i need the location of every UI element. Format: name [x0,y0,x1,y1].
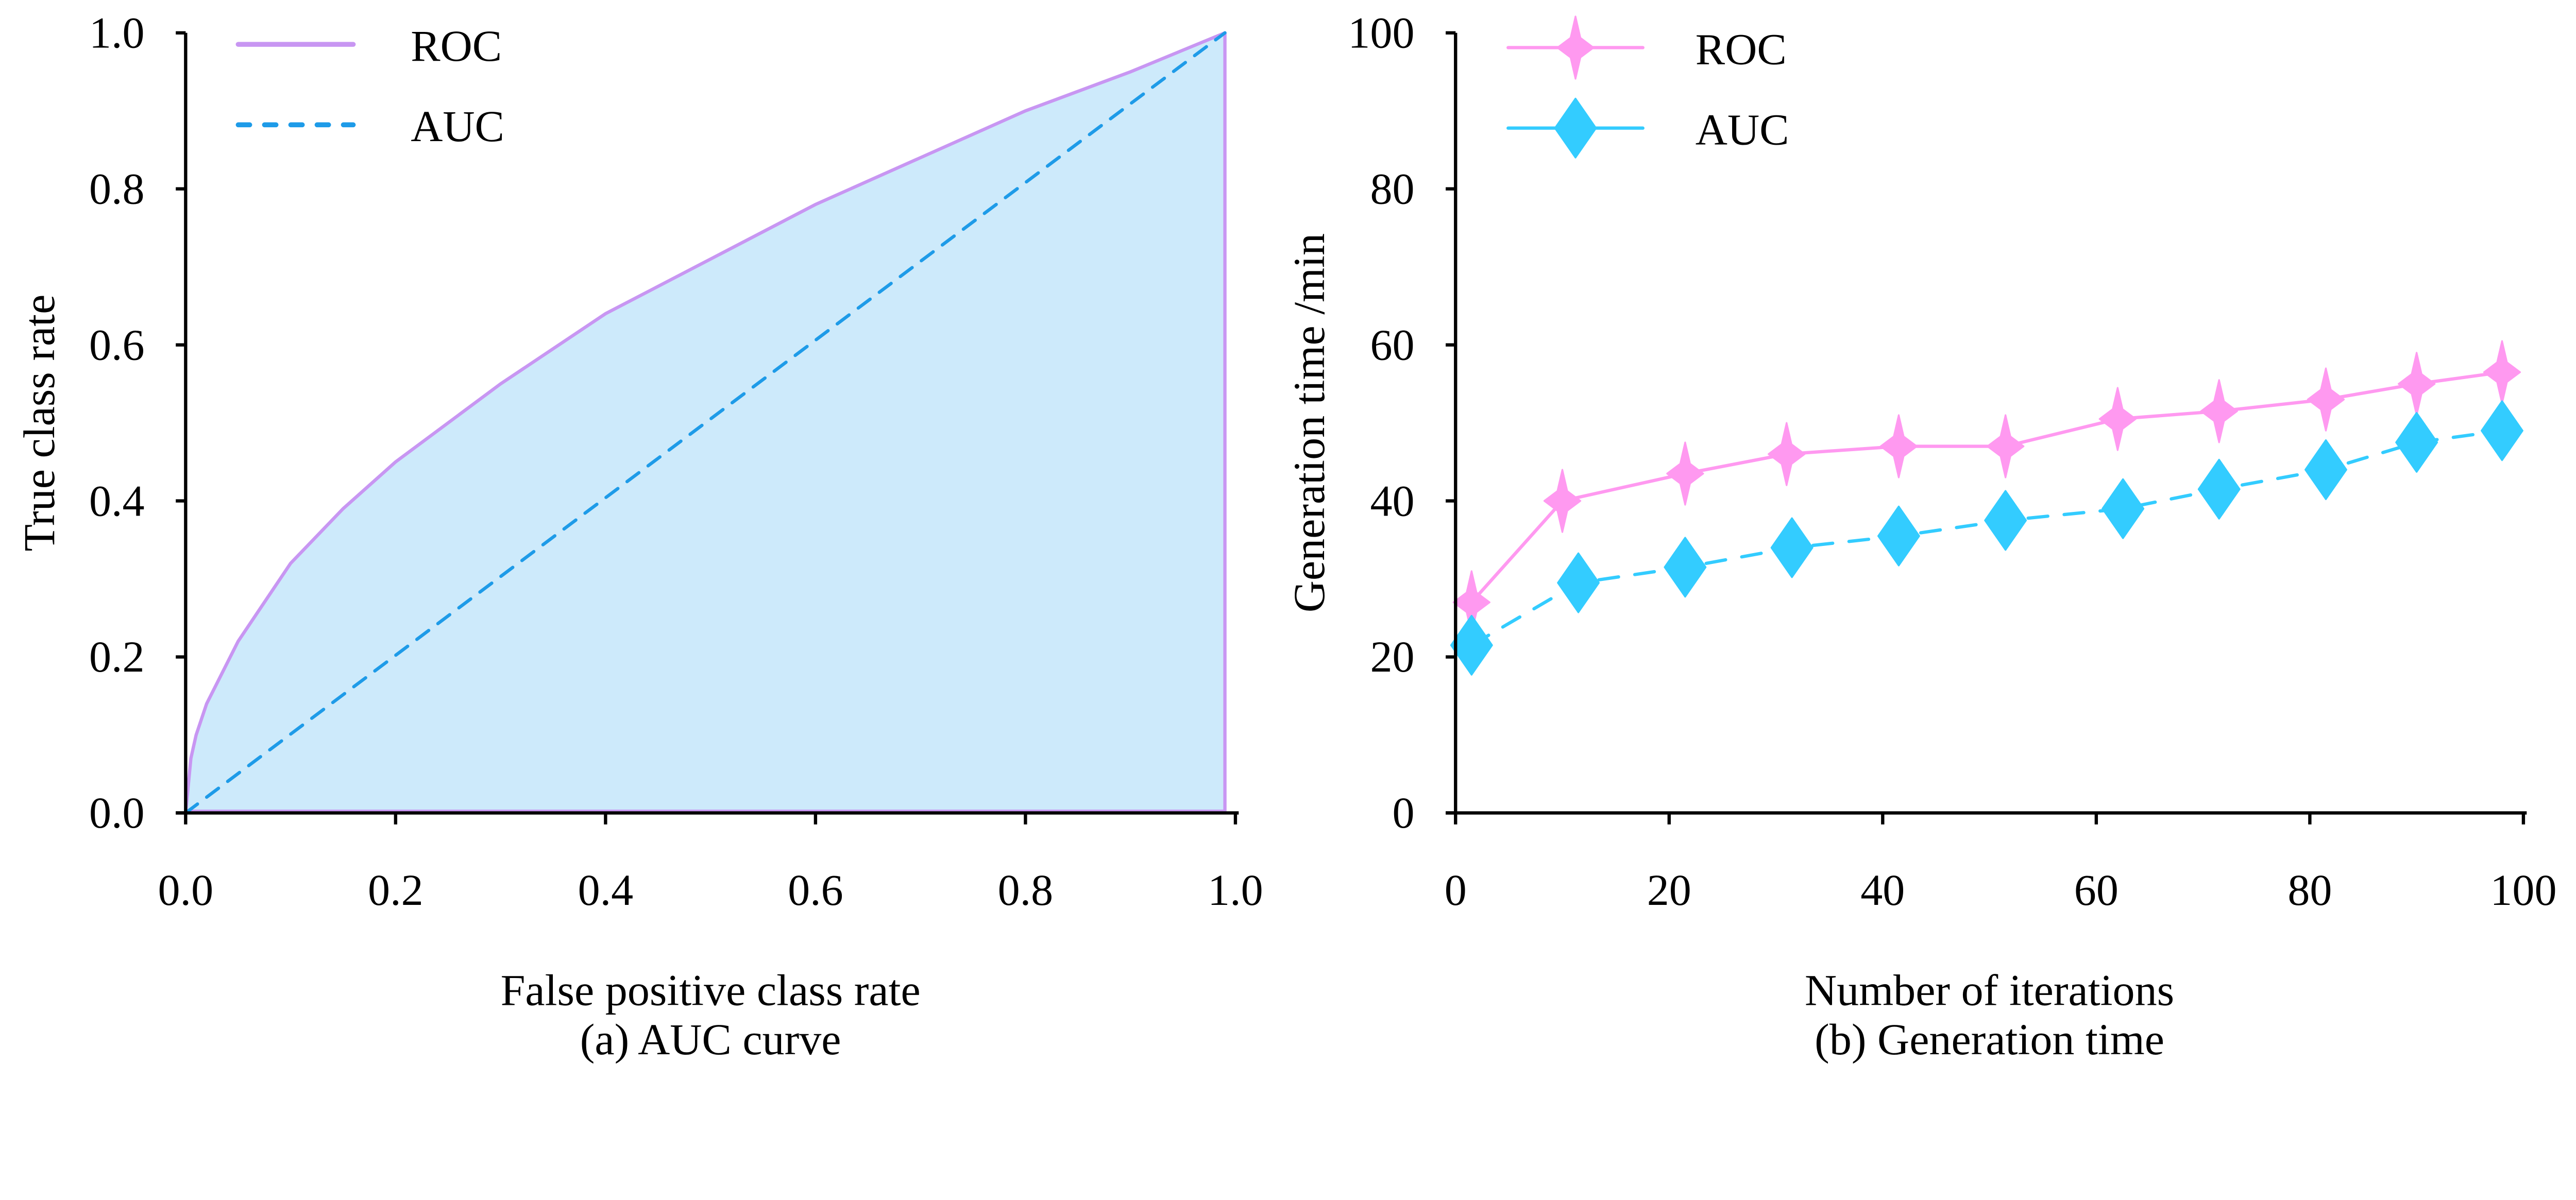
y-tick-label: 40 [1370,476,1414,525]
y-tick-label: 1.0 [89,8,145,57]
x-tick-label: 0.2 [368,865,423,915]
x-axis-label: Number of iterations [1805,966,2174,1015]
auc-curve-chart: 0.0 0.2 0.4 0.6 0.8 1.0 0.0 0.2 0.4 0.6 0.8 1.0 Fals… [14,8,1263,1064]
data-point-auc-diamond-marker [1450,614,1493,676]
data-point-roc-four-point-star-marker [1543,469,1582,533]
y-tick-label: 80 [1370,164,1414,213]
y-tick-label: 20 [1370,632,1414,681]
y-axis-label: True class rate [14,295,64,552]
figure: 0.0 0.2 0.4 0.6 0.8 1.0 0.0 0.2 0.4 0.6 0.8 1.0 Fals… [14,8,2556,1064]
data-point-auc-diamond-marker [2481,400,2523,461]
legend-label: AUC [411,101,504,151]
series-line-auc [1470,429,2504,647]
y-tick-label: 60 [1370,320,1414,369]
data-point-auc-diamond-marker [2197,458,2241,520]
legend-item-roc: ROC [1506,15,1787,80]
data-point-roc-four-point-star-marker [2483,340,2521,404]
y-tick-label: 0.0 [89,788,145,837]
series-line-roc [1470,370,2504,604]
x-tick-label: 0 [1445,865,1467,915]
data-point-auc-diamond-marker [2304,439,2347,500]
legend-label: ROC [1696,24,1787,74]
y-axis-label: Generation time /min [1284,233,1334,612]
y-tick-label: 100 [1348,8,1414,57]
data-point-auc-diamond-marker [1664,537,1707,598]
data-point-auc-diamond-marker [1877,505,1920,567]
x-tick-label: 40 [1860,865,1905,915]
x-axis-label: False positive class rate [501,966,921,1015]
x-tick-label: 0.4 [578,865,634,915]
data-point-roc-four-point-star-marker [1666,441,1704,506]
data-point-roc-four-point-star-marker [2397,352,2436,416]
series-line-roc [184,31,1227,815]
y-tick-label: 0.8 [89,164,145,213]
chart-caption: (b) Generation time [1815,1015,2164,1064]
data-point-roc-four-point-star-marker [1879,414,1918,478]
chart-caption: (a) AUC curve [580,1015,841,1064]
y-tick-label: 0.6 [89,320,145,369]
data-point-auc-diamond-marker [2395,412,2438,473]
legend-item-roc: ROC [235,21,502,71]
series-line-auc [184,31,1227,815]
y-tick-label: 0.2 [89,632,145,681]
legend-item-auc: AUC [1506,97,1789,159]
data-point-auc-diamond-marker [1984,490,2027,551]
data-point-roc-four-point-star-marker [2307,367,2345,432]
x-tick-label: 60 [2074,865,2119,915]
x-tick-label: 20 [1647,865,1691,915]
y-tick-label: 0 [1392,788,1414,837]
data-point-roc-four-point-star-marker [1987,414,2025,478]
data-point-roc-four-point-star-marker [2098,387,2137,451]
legend-marker-diamond-marker [1554,97,1597,159]
legend-item-auc: AUC [235,101,504,151]
legend-marker-four-point-star-marker [1556,15,1595,80]
legend-label: AUC [1696,105,1789,155]
y-tick-label: 0.4 [89,476,145,525]
x-tick-label: 0.0 [158,865,214,915]
data-point-roc-four-point-star-marker [1768,422,1806,486]
data-point-roc-four-point-star-marker [2200,379,2238,443]
x-tick-label: 100 [2490,865,2556,915]
legend-label: ROC [411,21,502,71]
data-point-auc-diamond-marker [2102,478,2145,539]
generation-time-chart: 0 20 40 60 80 100 0 20 40 60 80 100 Number of iterat… [1284,8,2556,1064]
data-point-auc-diamond-marker [1770,517,1814,578]
x-tick-label: 0.8 [998,865,1054,915]
x-tick-label: 1.0 [1208,865,1263,915]
data-point-auc-diamond-marker [1557,552,1600,613]
x-tick-label: 80 [2287,865,2332,915]
x-tick-label: 0.6 [788,865,843,915]
